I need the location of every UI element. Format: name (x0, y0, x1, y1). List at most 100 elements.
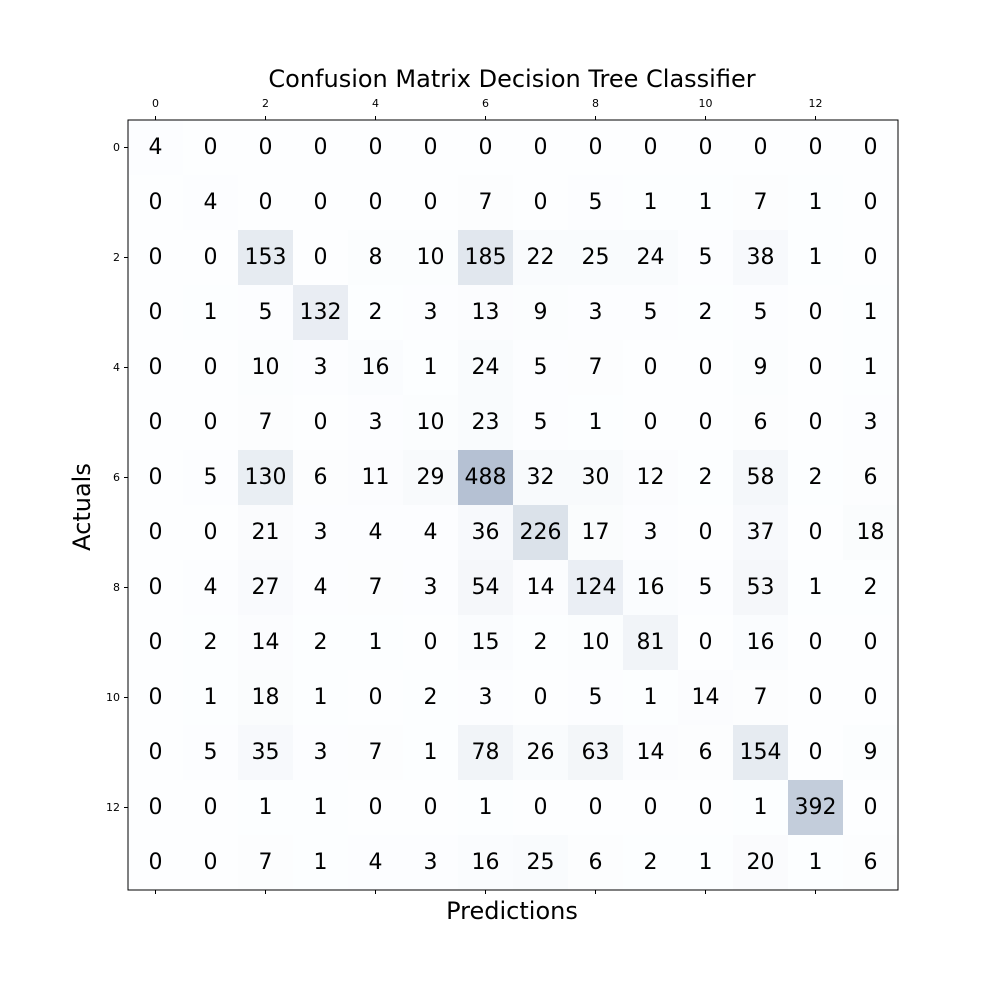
matrix-cell (733, 175, 789, 231)
matrix-cell (568, 285, 624, 341)
matrix-cell-value: 0 (809, 355, 823, 380)
matrix-cell (183, 450, 239, 506)
matrix-cell-value: 10 (582, 630, 610, 655)
x-tick-label: 4 (372, 97, 379, 110)
matrix-cell-value: 0 (369, 685, 383, 710)
matrix-cell (788, 340, 844, 396)
matrix-cell-value: 0 (864, 630, 878, 655)
matrix-cell-value: 0 (149, 850, 163, 875)
matrix-cell-value: 2 (369, 300, 383, 325)
y-tick-label: 6 (113, 471, 120, 484)
matrix-cell-value: 6 (864, 465, 878, 490)
matrix-cell-value: 0 (314, 190, 328, 215)
matrix-cell (183, 340, 239, 396)
matrix-cell-value: 0 (424, 795, 438, 820)
matrix-cell-value: 0 (149, 355, 163, 380)
matrix-cell-value: 1 (809, 190, 823, 215)
matrix-cell (238, 230, 294, 286)
matrix-cell-value: 35 (252, 740, 280, 765)
matrix-cell (843, 505, 899, 561)
y-axis-ticks: 0 2 4 6 8 10 12 (106, 141, 128, 814)
matrix-cell (403, 450, 459, 506)
matrix-cell (458, 780, 514, 836)
matrix-cell-value: 0 (534, 685, 548, 710)
matrix-cell (458, 615, 514, 671)
matrix-cell-value: 0 (864, 135, 878, 160)
matrix-cell (403, 670, 459, 726)
matrix-cell-value: 8 (369, 245, 383, 270)
matrix-cell-value: 30 (582, 465, 610, 490)
matrix-cell-value: 32 (527, 465, 555, 490)
matrix-cell-value: 0 (314, 245, 328, 270)
matrix-cell-value: 0 (699, 795, 713, 820)
matrix-cell-value: 5 (699, 575, 713, 600)
matrix-cell (348, 285, 404, 341)
matrix-cell (733, 230, 789, 286)
matrix-cell (843, 725, 899, 781)
matrix-cell (238, 175, 294, 231)
matrix-cell (843, 230, 899, 286)
y-tick-label: 10 (106, 691, 120, 704)
matrix-cell-value: 3 (314, 520, 328, 545)
matrix-cell-value: 18 (857, 520, 885, 545)
matrix-cell (513, 780, 569, 836)
matrix-cell (568, 615, 624, 671)
matrix-cell (513, 340, 569, 396)
matrix-cell (293, 725, 349, 781)
matrix-cell-value: 154 (740, 740, 782, 765)
matrix-cell (678, 120, 734, 176)
matrix-cell (238, 285, 294, 341)
matrix-cell-value: 1 (809, 850, 823, 875)
matrix-cell (733, 450, 789, 506)
matrix-cell (843, 835, 899, 891)
matrix-cell-value: 3 (314, 355, 328, 380)
matrix-cell-value: 1 (314, 685, 328, 710)
matrix-cell (348, 340, 404, 396)
matrix-cell-value: 6 (754, 410, 768, 435)
matrix-cell-value: 0 (809, 300, 823, 325)
matrix-cell-value: 0 (149, 740, 163, 765)
matrix-cell (623, 560, 679, 616)
matrix-cell-value: 1 (864, 300, 878, 325)
matrix-cell (458, 120, 514, 176)
matrix-cell-value: 0 (149, 245, 163, 270)
matrix-cell (568, 340, 624, 396)
matrix-cell-value: 0 (149, 465, 163, 490)
matrix-cell-value: 9 (864, 740, 878, 765)
matrix-cell (128, 505, 184, 561)
matrix-cell-value: 27 (252, 575, 280, 600)
matrix-cell-value: 0 (644, 410, 658, 435)
matrix-cell-value: 0 (809, 630, 823, 655)
matrix-cell-value: 0 (699, 355, 713, 380)
matrix-cell-value: 20 (747, 850, 775, 875)
matrix-cell (128, 780, 184, 836)
matrix-cell (348, 230, 404, 286)
matrix-cell-value: 1 (809, 245, 823, 270)
matrix-cell-value: 5 (589, 190, 603, 215)
matrix-cell-value: 2 (699, 300, 713, 325)
matrix-cell-value: 1 (699, 190, 713, 215)
matrix-cell (238, 120, 294, 176)
y-tick-label: 4 (113, 361, 120, 374)
matrix-cell (238, 835, 294, 891)
matrix-cell-value: 4 (204, 190, 218, 215)
matrix-cell (403, 175, 459, 231)
matrix-cell-value: 10 (417, 410, 445, 435)
matrix-cell (843, 450, 899, 506)
matrix-cell (568, 780, 624, 836)
matrix-cell-value: 7 (369, 740, 383, 765)
matrix-cell-value: 23 (472, 410, 500, 435)
matrix-cell (513, 285, 569, 341)
matrix-cell-value: 15 (472, 630, 500, 655)
matrix-cell (513, 505, 569, 561)
matrix-cell (293, 395, 349, 451)
matrix-cell-value: 0 (699, 520, 713, 545)
matrix-cell-value: 3 (424, 300, 438, 325)
matrix-cell-value: 29 (417, 465, 445, 490)
matrix-cell (238, 450, 294, 506)
matrix-cell (403, 835, 459, 891)
matrix-cell (293, 505, 349, 561)
matrix-cell-value: 2 (424, 685, 438, 710)
matrix-cell-value: 17 (582, 520, 610, 545)
matrix-cell (183, 395, 239, 451)
